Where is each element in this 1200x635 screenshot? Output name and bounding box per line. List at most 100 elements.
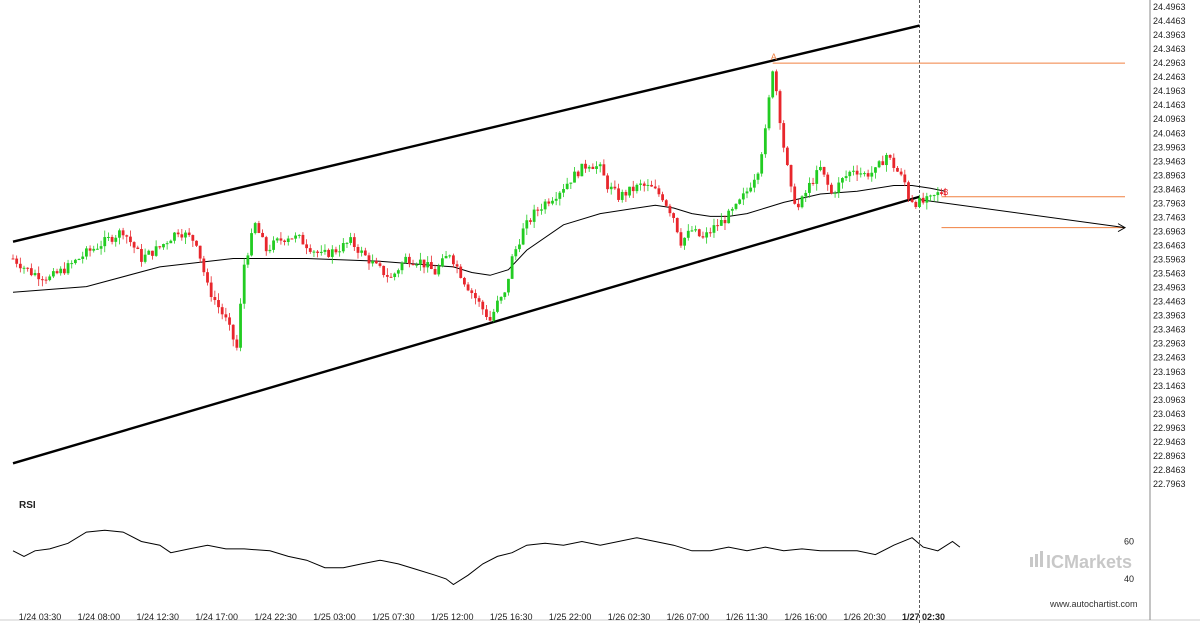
candle-body bbox=[132, 242, 136, 248]
candle-body bbox=[569, 182, 573, 184]
candle-body bbox=[477, 298, 481, 302]
price-tick-label: 24.0963 bbox=[1153, 114, 1186, 124]
candle-body bbox=[591, 166, 595, 169]
candle-body bbox=[874, 167, 877, 173]
site-url: www.autochartist.com bbox=[1049, 599, 1138, 609]
candle-body bbox=[885, 154, 888, 166]
candle-body bbox=[892, 157, 896, 168]
candle-body bbox=[907, 182, 910, 200]
candle-body bbox=[492, 311, 496, 321]
candle-body bbox=[690, 230, 694, 232]
candle-body bbox=[169, 240, 173, 244]
candle-body bbox=[631, 186, 635, 192]
candle-body bbox=[881, 161, 885, 166]
candle-body bbox=[70, 263, 74, 265]
candle-body bbox=[136, 247, 140, 249]
candle-body bbox=[921, 197, 925, 203]
candle-body bbox=[705, 232, 709, 238]
candle-body bbox=[444, 256, 448, 259]
candle-body bbox=[96, 248, 99, 250]
candle-body bbox=[44, 279, 48, 281]
price-tick-label: 24.2463 bbox=[1153, 72, 1186, 82]
candle-body bbox=[246, 255, 250, 265]
price-tick-label: 23.1963 bbox=[1153, 367, 1186, 377]
candle-body bbox=[668, 205, 672, 214]
candle-body bbox=[763, 128, 767, 155]
candle-body bbox=[485, 309, 488, 318]
price-tick-label: 23.0463 bbox=[1153, 409, 1186, 419]
candle-body bbox=[268, 249, 272, 252]
candle-body bbox=[716, 225, 720, 227]
candle-body bbox=[440, 258, 444, 267]
candle-body bbox=[103, 237, 107, 247]
candle-body bbox=[217, 300, 220, 308]
candle-body bbox=[220, 307, 224, 315]
forecast-arrowhead bbox=[1117, 223, 1127, 233]
candle-body bbox=[749, 187, 753, 192]
candle-body bbox=[55, 271, 59, 274]
candle-body bbox=[793, 186, 797, 204]
candle-body bbox=[206, 272, 209, 283]
price-tick-label: 24.4463 bbox=[1153, 16, 1186, 26]
candle-body bbox=[345, 242, 349, 244]
candle-body bbox=[503, 292, 507, 297]
candle-body bbox=[774, 71, 778, 92]
rsi-title: RSI bbox=[19, 500, 36, 511]
candle-body bbox=[910, 199, 914, 202]
candle-body bbox=[914, 201, 918, 208]
candle-body bbox=[697, 229, 701, 237]
price-tick-label: 22.7963 bbox=[1153, 479, 1186, 489]
candle-body bbox=[848, 171, 852, 177]
point-a-label: A bbox=[771, 52, 777, 62]
candle-body bbox=[396, 270, 400, 274]
candle-body bbox=[378, 263, 382, 266]
candle-body bbox=[389, 276, 393, 278]
candle-body bbox=[51, 271, 55, 277]
price-tick-label: 24.0463 bbox=[1153, 128, 1186, 138]
candle-body bbox=[859, 173, 863, 175]
price-tick-label: 24.1463 bbox=[1153, 100, 1186, 110]
candle-body bbox=[562, 189, 565, 193]
candle-body bbox=[81, 256, 85, 259]
candle-body bbox=[679, 232, 683, 246]
candle-body bbox=[819, 166, 822, 171]
candle-body bbox=[26, 267, 30, 269]
candle-body bbox=[760, 154, 764, 174]
candle-body bbox=[363, 250, 367, 256]
candle-body bbox=[426, 262, 430, 268]
candle-body bbox=[360, 250, 364, 253]
candle-body bbox=[595, 166, 598, 169]
forecast-line bbox=[919, 199, 1126, 229]
candle-body bbox=[121, 230, 125, 236]
candle-body bbox=[312, 251, 316, 253]
candle-body bbox=[514, 249, 518, 257]
time-tick-label: 1/24 17:00 bbox=[195, 612, 238, 622]
candle-body bbox=[349, 237, 353, 243]
candle-body bbox=[785, 147, 789, 166]
candle-body bbox=[888, 154, 892, 158]
candle-body bbox=[929, 195, 932, 197]
candle-body bbox=[264, 237, 268, 252]
candle-body bbox=[228, 317, 231, 325]
candle-body bbox=[257, 223, 261, 233]
candle-body bbox=[202, 258, 206, 273]
candle-body bbox=[327, 249, 331, 257]
candle-body bbox=[877, 161, 881, 168]
candle-body bbox=[558, 192, 562, 199]
candle-body bbox=[235, 339, 239, 348]
time-tick-label: 1/25 22:00 bbox=[549, 612, 592, 622]
candle-body bbox=[642, 183, 646, 186]
candle-body bbox=[308, 248, 312, 252]
candle-body bbox=[602, 164, 606, 176]
candle-body bbox=[88, 248, 92, 251]
price-tick-label: 22.9463 bbox=[1153, 437, 1186, 447]
time-tick-label: 1/26 11:30 bbox=[726, 612, 768, 622]
candle-body bbox=[830, 184, 833, 194]
channel-upper-line bbox=[12, 24, 920, 243]
candle-body bbox=[672, 213, 675, 218]
candle-body bbox=[356, 247, 360, 253]
candle-body bbox=[162, 244, 165, 248]
candle-body bbox=[22, 267, 26, 269]
candle-body bbox=[85, 248, 88, 257]
